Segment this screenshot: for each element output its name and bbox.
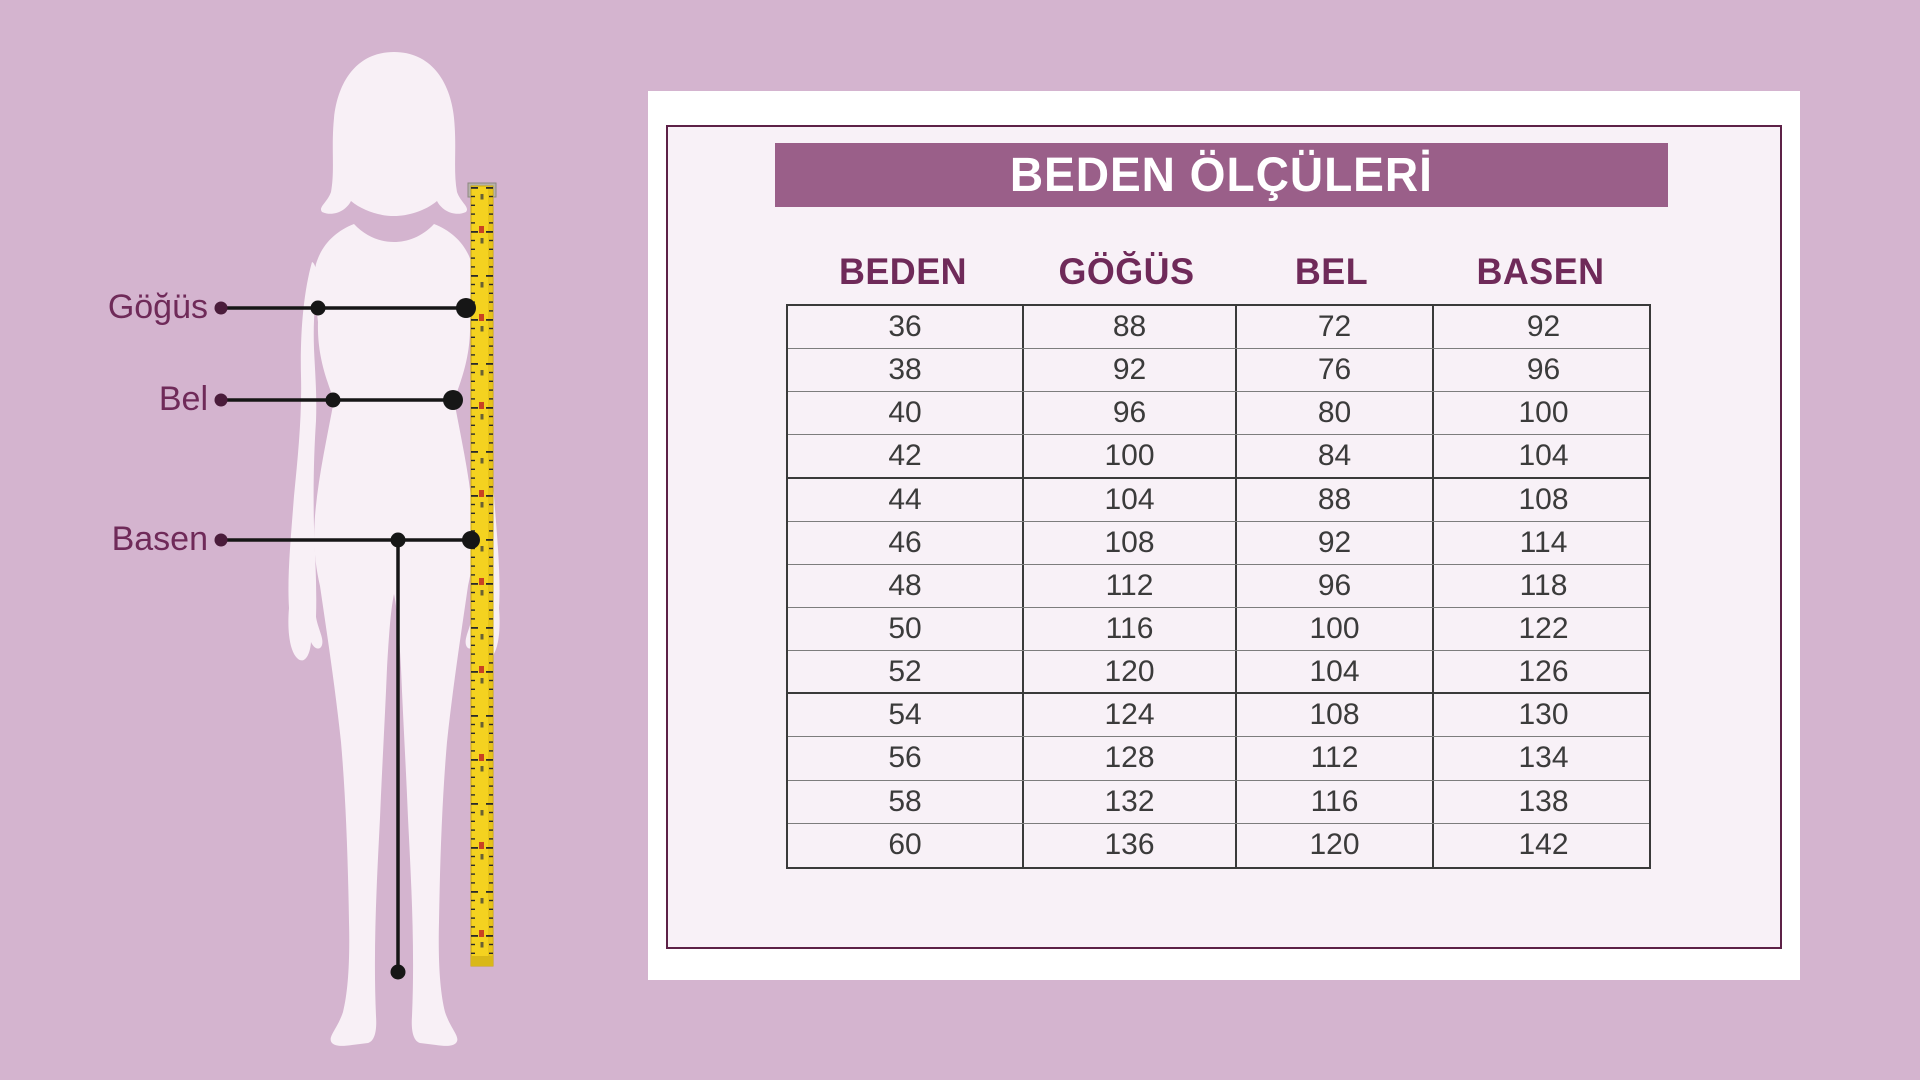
table-cell: 42 [888,438,922,472]
table-row: 60 136 120 142 [788,823,1649,867]
tape-red-marks [479,226,484,937]
table-cell: 52 [888,654,922,688]
measure-label-bel: Bel [158,380,208,418]
table-cell: 60 [888,828,922,862]
table-cell: 96 [1022,392,1235,435]
page-title: BEDEN ÖLÇÜLERİ [1009,148,1434,202]
table-cell: 112 [1235,737,1432,780]
table-cell: 108 [1432,478,1653,521]
table-row: 44 104 88 108 [788,478,1649,522]
silhouette-body [314,224,474,1046]
silhouette-left-arm [288,262,323,661]
table-cell: 76 [1235,349,1432,392]
table-cell: 56 [888,741,922,775]
table-cell: 132 [1022,780,1235,823]
table-cell: 108 [1235,694,1432,737]
table-cell: 128 [1022,737,1235,780]
measure-label-basen: Basen [111,520,208,558]
table-cell: 122 [1432,607,1653,651]
size-table-body: 36 88 72 92 38 92 76 96 40 96 80 100 42 100 84 104 44 104… [786,304,1651,869]
table-cell: 116 [1235,780,1432,823]
table-row: 56 128 112 134 [788,737,1649,781]
measure-label-gogus: Göğüs [107,288,208,326]
table-cell: 134 [1432,737,1653,780]
title-banner: BEDEN ÖLÇÜLERİ [775,143,1668,207]
table-cell: 100 [1432,392,1653,435]
column-header-basen: BASEN [1476,251,1605,292]
table-cell: 118 [1432,564,1653,607]
table-cell: 58 [888,784,922,818]
table-header-row: BEDEN GÖĞÜS BEL BASEN [786,248,1651,296]
table-cell: 36 [888,310,922,344]
table-row: 36 88 72 92 [788,306,1649,350]
measurement-dots [310,298,480,980]
table-cell: 48 [888,568,922,602]
table-row: 38 92 76 96 [788,349,1649,393]
table-cell: 126 [1432,651,1653,693]
table-cell: 72 [1235,306,1432,349]
table-cell: 50 [888,612,922,646]
size-chart-panel: BEDEN ÖLÇÜLERİ BEDEN GÖĞÜS BEL BASEN 36 8… [648,91,1800,980]
table-cell: 38 [888,353,922,387]
table-cell: 138 [1432,780,1653,823]
table-cell: 88 [1022,306,1235,349]
measuring-tape-icon [467,182,497,967]
table-cell: 96 [1235,564,1432,607]
table-cell: 92 [1235,521,1432,564]
column-header-bel: BEL [1294,251,1369,292]
table-cell: 44 [888,482,922,516]
table-cell: 104 [1022,478,1235,521]
column-header-gogus: GÖĞÜS [1058,251,1195,292]
table-cell: 46 [888,525,922,559]
table-cell: 124 [1022,694,1235,737]
table-cell: 92 [1022,349,1235,392]
table-row: 54 124 108 130 [788,694,1649,738]
table-cell: 84 [1235,435,1432,477]
table-row: 52 120 104 126 [788,651,1649,695]
table-cell: 104 [1432,435,1653,477]
table-cell: 96 [1432,349,1653,392]
table-cell: 80 [1235,392,1432,435]
silhouette-head [320,52,468,216]
table-cell: 104 [1235,651,1432,693]
table-cell: 120 [1022,651,1235,693]
table-row: 48 112 96 118 [788,564,1649,608]
table-cell: 130 [1432,694,1653,737]
table-cell: 112 [1022,564,1235,607]
table-row: 58 132 116 138 [788,780,1649,824]
table-row: 40 96 80 100 [788,392,1649,436]
table-cell: 40 [888,396,922,430]
tape-end-cap [471,956,493,966]
table-row: 42 100 84 104 [788,435,1649,479]
label-dots [214,301,228,547]
table-cell: 114 [1432,521,1653,564]
table-cell: 116 [1022,607,1235,651]
table-cell: 142 [1432,823,1653,867]
table-cell: 88 [1235,478,1432,521]
table-row: 50 116 100 122 [788,607,1649,652]
table-cell: 54 [888,698,922,732]
measurement-lines [221,306,471,972]
female-silhouette-icon [288,52,500,1046]
table-cell: 136 [1022,823,1235,867]
table-cell: 108 [1022,521,1235,564]
table-cell: 100 [1022,435,1235,477]
table-row: 46 108 92 114 [788,521,1649,565]
table-cell: 120 [1235,823,1432,867]
column-header-beden: BEDEN [838,251,968,292]
table-cell: 100 [1235,607,1432,651]
table-cell: 92 [1432,306,1653,349]
